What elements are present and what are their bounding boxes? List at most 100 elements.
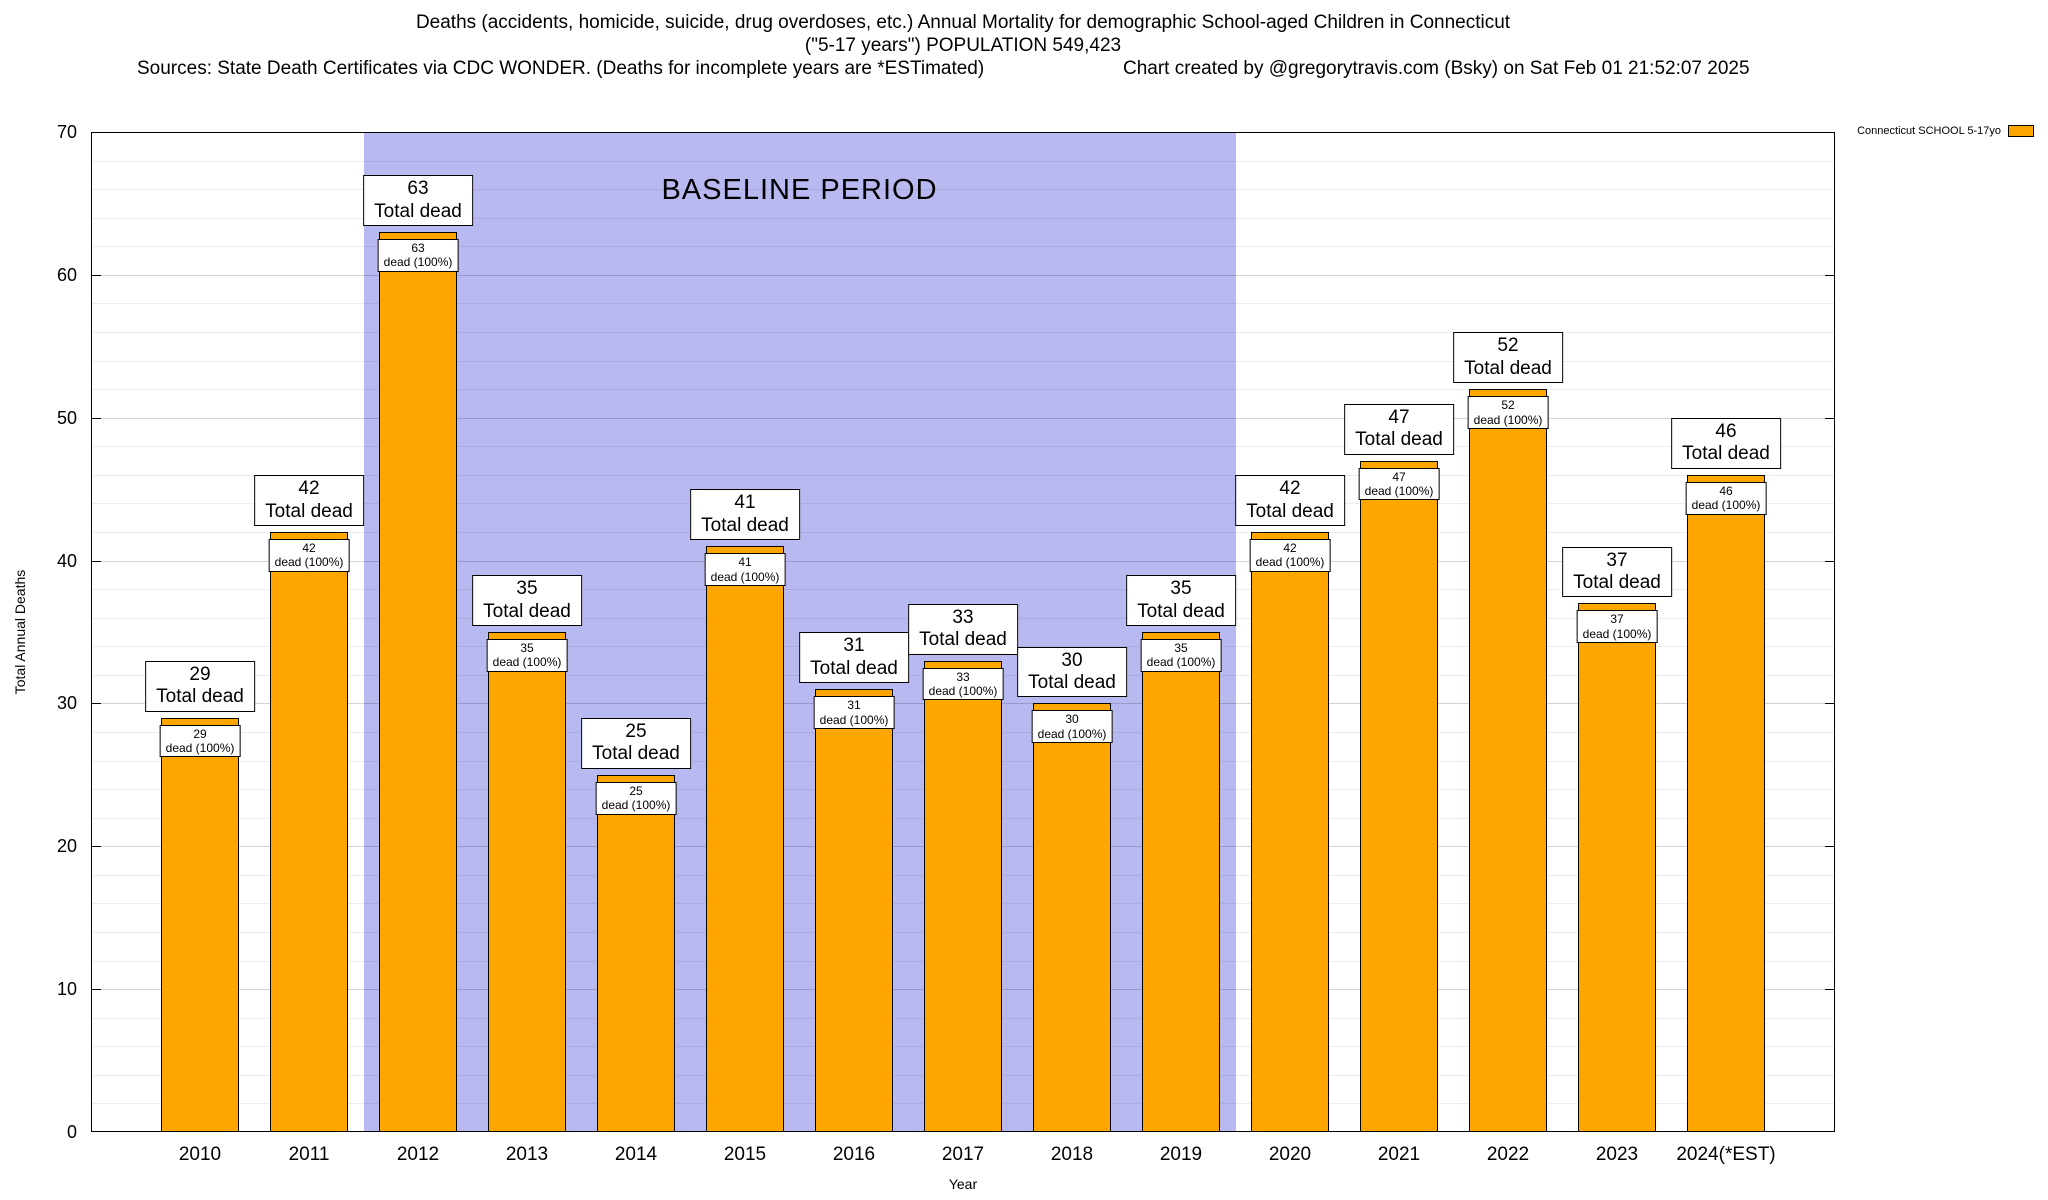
bar-inner-label: 47 dead (100%): [1358, 467, 1440, 501]
bar-inner-value: 37: [1610, 612, 1624, 627]
y-tick-mark: [1825, 989, 1835, 991]
bar: [814, 689, 894, 1132]
y-tick-mark: [1825, 846, 1835, 848]
bar-total-label: 46 Total dead: [1671, 418, 1781, 469]
bar: [487, 632, 567, 1132]
x-tick-label: 2012: [396, 1144, 440, 1165]
bar-total-value: 63: [407, 178, 429, 200]
bar: [1250, 532, 1330, 1132]
bar-total-suffix: Total dead: [701, 514, 789, 536]
bar-total-suffix: Total dead: [810, 657, 898, 679]
bar-inner-suffix: dead (100%): [710, 569, 780, 584]
bar-inner-label: 31 dead (100%): [813, 696, 895, 729]
y-axis-title: Total Annual Deaths: [12, 569, 28, 695]
bar-inner-label: 46 dead (100%): [1685, 481, 1767, 515]
bar-total-suffix: Total dead: [265, 500, 353, 522]
bar-inner-label: 63 dead (100%): [377, 239, 459, 272]
legend-label: Connecticut SCHOOL 5-17yo: [1857, 125, 2001, 137]
bar-inner-value: 63: [411, 241, 425, 255]
bar-inner-suffix: dead (100%): [1691, 498, 1761, 513]
minor-gridline: [91, 246, 1835, 248]
bar-inner-value: 42: [302, 541, 316, 555]
bar-inner-label: 42 dead (100%): [1249, 539, 1331, 572]
bar: [1141, 632, 1221, 1132]
bar: [378, 232, 458, 1132]
bar-total-suffix: Total dead: [1464, 357, 1552, 379]
bar-total-value: 30: [1061, 649, 1083, 671]
x-tick-label: 2018: [1050, 1144, 1094, 1165]
y-tick-mark: [1825, 560, 1835, 562]
plot-area: BASELINE PERIOD 0 10 20 30 40 50 60 70 29 Total de…: [57, 122, 1835, 1165]
bar-total-value: 31: [843, 635, 865, 657]
minor-gridline: [91, 589, 1835, 591]
x-tick-label: 2017: [941, 1144, 985, 1165]
bar-inner-suffix: dead (100%): [1582, 626, 1652, 641]
chart-subtitle: ("5-17 years") POPULATION 549,423: [804, 35, 1122, 56]
y-tick-label: 30: [56, 693, 77, 714]
bar-inner-value: 30: [1065, 712, 1079, 727]
bar-inner-value: 52: [1501, 398, 1515, 413]
bar-total-label: 35 Total dead: [1126, 575, 1236, 626]
y-tick-mark: [91, 417, 101, 419]
y-tick-label: 70: [56, 122, 77, 142]
x-tick-label: 2013: [505, 1144, 549, 1165]
bar-total-label: 52 Total dead: [1453, 332, 1563, 384]
bar-total-value: 42: [1279, 478, 1301, 500]
y-tick-mark: [91, 703, 101, 705]
y-tick-mark: [1825, 703, 1835, 705]
bar: [1686, 474, 1766, 1132]
bar-inner-label: 33 dead (100%): [922, 667, 1004, 701]
bar-total-label: 31 Total dead: [799, 632, 909, 684]
x-tick-label: 2015: [723, 1144, 767, 1165]
bar: [269, 532, 349, 1132]
bar-total-value: 42: [298, 478, 320, 500]
bar-inner-label: 42 dead (100%): [268, 539, 350, 572]
major-gridline: [91, 417, 1835, 419]
major-gridline: [91, 560, 1835, 562]
y-tick-label: 10: [56, 979, 77, 1000]
bar-inner-suffix: dead (100%): [383, 255, 453, 270]
bar-total-label: 47 Total dead: [1344, 403, 1454, 455]
bar-inner-label: 37 dead (100%): [1576, 610, 1658, 644]
baseline-annotation: BASELINE PERIOD: [661, 174, 938, 206]
bar: [1468, 389, 1548, 1132]
y-tick-mark: [91, 274, 101, 276]
bar-inner-value: 25: [629, 783, 643, 798]
x-tick-label: 2023: [1595, 1144, 1639, 1165]
x-tick-label: 2016: [832, 1144, 876, 1165]
bar-total-label: 25 Total dead: [581, 718, 691, 769]
minor-gridline: [91, 532, 1835, 533]
bar-inner-label: 41 dead (100%): [704, 553, 786, 587]
y-tick-label: 0: [66, 1122, 77, 1142]
x-axis-title: Year: [948, 1176, 978, 1192]
minor-gridline: [91, 303, 1835, 305]
bar: [596, 774, 676, 1132]
bar-inner-suffix: dead (100%): [601, 798, 671, 813]
x-tick-label: 2014: [614, 1144, 658, 1165]
bar-inner-value: 42: [1283, 541, 1297, 555]
y-tick-label: 20: [56, 836, 77, 857]
bar-total-value: 33: [952, 606, 974, 628]
bar-total-suffix: Total dead: [919, 629, 1007, 651]
bar: [923, 660, 1003, 1132]
bar-inner-label: 52 dead (100%): [1467, 396, 1549, 429]
bar-total-value: 41: [734, 492, 756, 514]
bar-total-label: 42 Total dead: [1235, 475, 1345, 526]
bar-inner-value: 29: [193, 726, 207, 741]
bar-total-label: 35 Total dead: [472, 575, 582, 626]
bar-inner-suffix: dead (100%): [274, 555, 344, 570]
chart-title: Deaths (accidents, homicide, suicide, dr…: [415, 12, 1511, 33]
bar-total-suffix: Total dead: [1246, 500, 1334, 522]
bar: [1577, 603, 1657, 1132]
bar-total-label: 29 Total dead: [145, 660, 255, 712]
bar-inner-value: 47: [1392, 469, 1406, 484]
bar-total-suffix: Total dead: [483, 600, 571, 622]
y-tick-label: 50: [56, 407, 77, 428]
bar-total-value: 46: [1715, 421, 1737, 443]
bar-inner-suffix: dead (100%): [165, 741, 235, 756]
bar-inner-label: 35 dead (100%): [486, 639, 568, 672]
bar-inner-label: 25 dead (100%): [595, 781, 677, 815]
bar-total-suffix: Total dead: [1682, 443, 1770, 465]
bar-total-suffix: Total dead: [1137, 600, 1225, 622]
bar-total-suffix: Total dead: [1028, 672, 1116, 694]
